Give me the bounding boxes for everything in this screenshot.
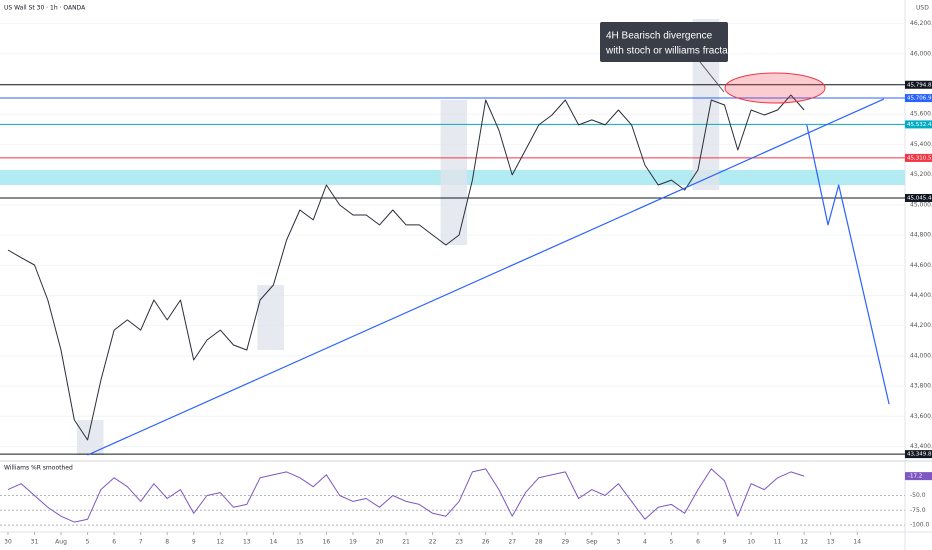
- indicator-title: Williams %R smoothed: [4, 465, 73, 472]
- x-tick-label: 12: [216, 539, 224, 546]
- annotation-pointer: [699, 61, 725, 93]
- y-tick-label: 44,200.0: [910, 322, 932, 329]
- level-label: 45,310.5: [907, 155, 932, 161]
- x-tick-label: 31: [31, 539, 39, 546]
- level-label: 43,349.8: [907, 452, 932, 458]
- y-tick-label: 44,600.0: [910, 262, 932, 269]
- y-tick-label: 46,200.0: [910, 20, 932, 27]
- x-tick-label: 19: [349, 539, 357, 546]
- level-label: 45,706.9: [907, 96, 932, 102]
- x-tick-label: 21: [402, 539, 410, 546]
- y-tick-label: 45,400.0: [910, 141, 932, 148]
- x-tick-label: 3: [616, 539, 620, 546]
- y-tick-label: 45,000.0: [910, 201, 932, 208]
- y-tick-label: 44,000.0: [910, 352, 932, 359]
- divergence-ellipse: [724, 72, 826, 104]
- highlight: [76, 419, 104, 455]
- x-tick-label: 28: [535, 539, 543, 546]
- level-tag: [905, 94, 932, 103]
- series-line: [7, 468, 805, 523]
- y-tick-label: 45,600.0: [910, 111, 932, 118]
- x-tick-label: 20: [376, 539, 384, 546]
- last-value-label: -17.2: [908, 474, 922, 480]
- level-tag: [905, 450, 932, 459]
- x-tick-label: 22: [429, 539, 437, 546]
- y-tick-label: 44,400.0: [910, 292, 932, 299]
- x-tick-label: 23: [455, 539, 463, 546]
- x-tick-label: 11: [774, 539, 782, 546]
- x-tick-label: 5: [86, 539, 90, 546]
- series-line: [87, 98, 885, 456]
- x-tick-label: 9: [192, 539, 196, 546]
- x-tick-label: 7: [139, 539, 143, 546]
- x-tick-label: Aug: [55, 539, 67, 546]
- x-tick-label: 14: [270, 539, 278, 546]
- x-tick-label: 8: [165, 539, 169, 546]
- x-tick-label: 13: [243, 539, 251, 546]
- x-tick-label: 10: [747, 539, 755, 546]
- y-tick-label: 44,800.0: [910, 232, 932, 239]
- x-tick-label: 15: [296, 539, 304, 546]
- annotation-box: [600, 22, 728, 62]
- level-label: 45,794.8: [907, 82, 932, 88]
- x-tick-label: 6: [696, 539, 700, 546]
- level-tag: [905, 120, 932, 129]
- last-value-tag: [905, 472, 932, 481]
- level-tag: [905, 153, 932, 162]
- y-tick-label: 43,400.0: [910, 443, 932, 450]
- level-tag: [905, 80, 932, 89]
- y-tick-label: 43,800.0: [910, 383, 932, 390]
- y-tick-label: -50.0: [910, 492, 926, 499]
- level-label: 45,532.4: [907, 122, 932, 128]
- x-tick-label: 6: [112, 539, 116, 546]
- x-tick-label: Sep: [586, 539, 598, 546]
- level-tag: [905, 193, 932, 202]
- y-tick-label: 43,600.0: [910, 413, 932, 420]
- annotation-line: with stoch or williams fractals smoothed: [605, 46, 782, 57]
- x-tick-label: 13: [827, 539, 835, 546]
- annotation-line: 4H Bearisch divergence: [606, 31, 713, 42]
- level-label: 45,045.4: [907, 195, 932, 201]
- x-tick-label: 5: [670, 539, 674, 546]
- x-tick-label: 30: [4, 539, 12, 546]
- x-tick-label: 27: [508, 539, 516, 546]
- series-line: [7, 94, 805, 441]
- chart-title: US Wall St 30 · 1h · OANDA: [4, 5, 86, 12]
- y-tick-label: 45,200.0: [910, 171, 932, 178]
- x-tick-label: 9: [723, 539, 727, 546]
- x-tick-label: 4: [643, 539, 647, 546]
- currency-label: USD: [916, 5, 929, 12]
- x-tick-label: 12: [800, 539, 808, 546]
- series-line: [806, 124, 890, 405]
- x-tick-label: 16: [323, 539, 331, 546]
- x-tick-label: 26: [482, 539, 490, 546]
- highlight: [440, 99, 468, 246]
- y-tick-label: -75.0: [910, 507, 926, 514]
- x-tick-label: 29: [561, 539, 569, 546]
- x-tick-label: 14: [853, 539, 861, 546]
- y-tick-label: 46,000.0: [910, 50, 932, 57]
- y-tick-label: -100.0: [910, 522, 930, 529]
- highlight: [257, 285, 284, 350]
